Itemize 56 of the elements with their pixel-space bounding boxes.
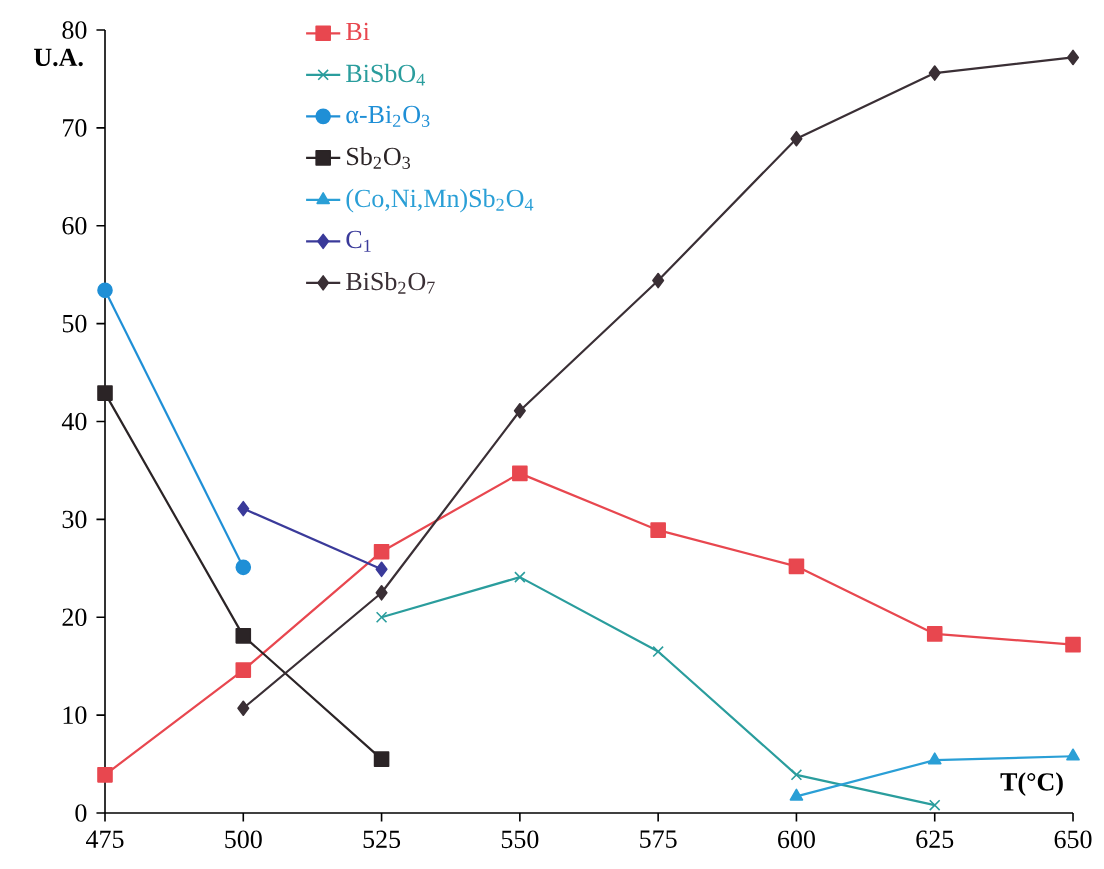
y-tick-label: 50	[62, 314, 87, 333]
point	[927, 752, 942, 765]
point	[512, 465, 528, 482]
legend-label: BiSbO$_{4}$	[346, 63, 425, 86]
point	[237, 700, 250, 717]
x-axis-title: T(°C)	[1000, 772, 1063, 796]
point	[97, 767, 113, 783]
point	[375, 561, 388, 578]
point	[235, 559, 252, 576]
y-tick-label: 30	[62, 510, 87, 529]
point	[1065, 636, 1081, 653]
legend-label: Sb$_{2}$O$_{3}$	[347, 146, 411, 169]
y-tick-label: 60	[62, 216, 87, 235]
point	[926, 626, 943, 642]
point	[1066, 49, 1080, 66]
y-tick-label: 70	[63, 119, 87, 137]
point	[650, 522, 666, 538]
point	[373, 751, 390, 767]
y-axis-title: U.A.	[34, 48, 83, 67]
point	[790, 130, 803, 147]
point	[789, 788, 804, 801]
point	[514, 571, 526, 583]
legend-label: (Co,Ni,Mn)Sb$_{2}$O$_{4}$	[346, 188, 534, 213]
x-tick-label: 650	[1054, 830, 1092, 849]
point	[375, 611, 388, 623]
y-tick-label: 40	[61, 412, 87, 431]
x-tick-label: 500	[225, 830, 262, 849]
x-tick-label: 625	[916, 830, 954, 849]
x-tick-label: 600	[778, 830, 815, 849]
point	[652, 272, 665, 289]
x-tick-label: 575	[640, 830, 677, 848]
point	[788, 558, 805, 575]
point	[237, 500, 250, 517]
point	[97, 282, 113, 299]
y-tick-label: 80	[62, 21, 87, 39]
point	[1066, 748, 1080, 761]
y-tick-label: 10	[63, 706, 87, 724]
point	[652, 645, 664, 658]
point	[513, 402, 526, 419]
point	[235, 628, 252, 644]
x-tick-label: 525	[363, 830, 401, 849]
point	[928, 65, 941, 81]
point	[790, 769, 803, 781]
legend-label: α-Bi$_{2}$O$_{3}$	[346, 105, 430, 127]
point	[97, 385, 113, 401]
x-tick-label: 475	[86, 830, 124, 848]
point	[928, 799, 941, 811]
legend-label: C$_{1}$	[346, 230, 371, 252]
x-tick-label: 550	[501, 830, 539, 849]
point	[373, 543, 390, 560]
point	[375, 584, 388, 601]
legend-label: BiSb$_{2}$O$_{7}$	[346, 271, 435, 294]
legend-label: Bi	[346, 22, 370, 41]
point	[235, 662, 252, 678]
y-tick-label: 20	[62, 608, 87, 627]
y-tick-label: 0	[75, 804, 87, 822]
